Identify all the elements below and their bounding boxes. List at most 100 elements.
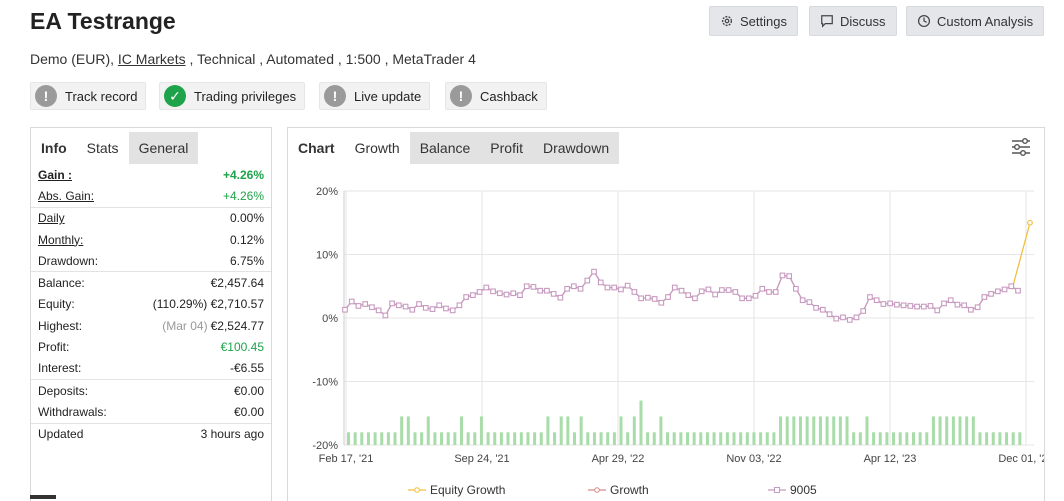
volume-bar: [1018, 432, 1022, 445]
volume-bar: [852, 432, 856, 445]
series-9005-point: [819, 306, 826, 313]
volume-bar: [719, 432, 723, 445]
volume-bar: [453, 432, 457, 445]
series-9005-point: [577, 285, 584, 292]
series-9005-point: [725, 287, 732, 293]
volume-bar: [353, 432, 357, 445]
series-9005-point: [961, 302, 968, 309]
badge-cashback[interactable]: ! Cashback: [445, 82, 547, 110]
series-9005-point: [510, 290, 517, 297]
series-9005-point: [692, 295, 698, 302]
stat-label[interactable]: Gain :: [38, 167, 73, 182]
volume-bar: [692, 432, 696, 445]
tab-general[interactable]: General: [128, 132, 199, 164]
series-9005-point: [927, 303, 934, 309]
series-9005-point: [570, 283, 577, 290]
stat-label: Deposits:: [38, 383, 89, 398]
series-9005-point: [409, 306, 416, 313]
custom-analysis-button[interactable]: Custom Analysis: [906, 6, 1045, 36]
custom-analysis-label: Custom Analysis: [937, 13, 1034, 29]
exclamation-icon: !: [35, 85, 57, 107]
series-9005-point: [920, 303, 927, 310]
tab-stats[interactable]: Stats: [76, 132, 129, 164]
volume-bar: [885, 432, 889, 445]
badge-live-update[interactable]: ! Live update: [319, 82, 431, 110]
tab-balance[interactable]: Balance: [409, 132, 481, 164]
volume-bar: [632, 416, 636, 445]
stat-value-wrap: (Mar 04) €2,524.77: [162, 319, 264, 333]
stat-value: €0.00: [233, 383, 264, 398]
series-9005-point: [557, 294, 564, 301]
volume-bar: [858, 432, 862, 445]
series-9005-point: [456, 302, 463, 309]
volume-bar: [745, 432, 749, 445]
series-9005-point: [907, 303, 914, 309]
stat-abs-gain: Abs. Gain: +4.26%: [38, 185, 264, 206]
volume-bar: [712, 432, 716, 445]
tab-chart[interactable]: Chart: [298, 140, 335, 156]
badge-track-record[interactable]: ! Track record: [30, 82, 147, 110]
series-9005-point: [947, 297, 954, 304]
stat-label[interactable]: Monthly:: [38, 232, 84, 247]
clock-icon: [917, 14, 931, 28]
tab-growth[interactable]: Growth: [344, 132, 410, 164]
volume-bar: [945, 416, 949, 445]
exclamation-icon: !: [324, 85, 346, 107]
volume-bar: [958, 416, 962, 445]
series-9005-point: [772, 289, 779, 295]
stat-value: €2,457.64: [210, 276, 264, 291]
series-9005-point: [867, 294, 873, 300]
stat-label[interactable]: Abs. Gain:: [38, 188, 95, 203]
tab-profit[interactable]: Profit: [480, 132, 533, 164]
volume-bar: [838, 416, 842, 445]
series-9005-point: [382, 312, 389, 319]
legend-9005[interactable]: 9005: [768, 483, 817, 497]
series-9005-point: [597, 279, 604, 286]
stat-updated: Updated 3 hours ago: [38, 424, 264, 445]
series-9005-point: [429, 306, 436, 312]
series-9005-point: [631, 289, 638, 295]
volume-bar: [619, 416, 623, 445]
series-9005-point: [362, 301, 369, 307]
scrollbar-thumb[interactable]: [30, 495, 56, 499]
tab-drawdown[interactable]: Drawdown: [532, 132, 620, 164]
stat-value-wrap: (110.29%) €2,710.57: [153, 297, 264, 311]
volume-bar: [1005, 432, 1009, 445]
series-9005-point: [644, 294, 651, 301]
series-9005-point: [416, 301, 422, 307]
series-9005-point: [638, 295, 644, 302]
volume-bar: [347, 432, 350, 445]
volume-bar: [965, 416, 969, 445]
volume-bar: [725, 432, 729, 445]
series-9005-point: [342, 306, 348, 313]
volume-bar: [426, 416, 430, 445]
volume-bar: [559, 416, 563, 445]
badge-trading-privileges[interactable]: ✓ Trading privileges: [159, 82, 306, 110]
series-9005-point: [678, 287, 685, 294]
broker-link[interactable]: IC Markets: [117, 51, 186, 67]
filter-settings-icon[interactable]: [1010, 136, 1032, 158]
series-9005-point: [974, 304, 981, 311]
volume-bar: [513, 432, 517, 445]
series-9005-point: [826, 311, 833, 318]
volume-bar: [526, 432, 530, 445]
check-icon: ✓: [164, 85, 186, 107]
stat-label[interactable]: Daily: [38, 211, 65, 226]
stat-value: 0.12%: [229, 232, 264, 247]
settings-button[interactable]: Settings: [709, 6, 798, 36]
stat-value: €0.00: [233, 404, 264, 419]
tab-info[interactable]: Info: [41, 140, 67, 156]
series-9005-point: [880, 301, 887, 307]
series-9005-point: [402, 303, 409, 310]
volume-bar: [818, 416, 822, 445]
volume-bar: [872, 432, 876, 445]
volume-bar: [666, 432, 670, 445]
discuss-button[interactable]: Discuss: [809, 6, 897, 36]
volume-bar: [493, 432, 497, 445]
divider: [31, 422, 271, 424]
series-9005-point: [840, 314, 846, 321]
legend-growth[interactable]: Growth: [588, 483, 649, 497]
legend-equity-growth[interactable]: Equity Growth: [408, 483, 505, 497]
volume-bar: [592, 432, 596, 445]
volume-bar: [659, 416, 663, 445]
